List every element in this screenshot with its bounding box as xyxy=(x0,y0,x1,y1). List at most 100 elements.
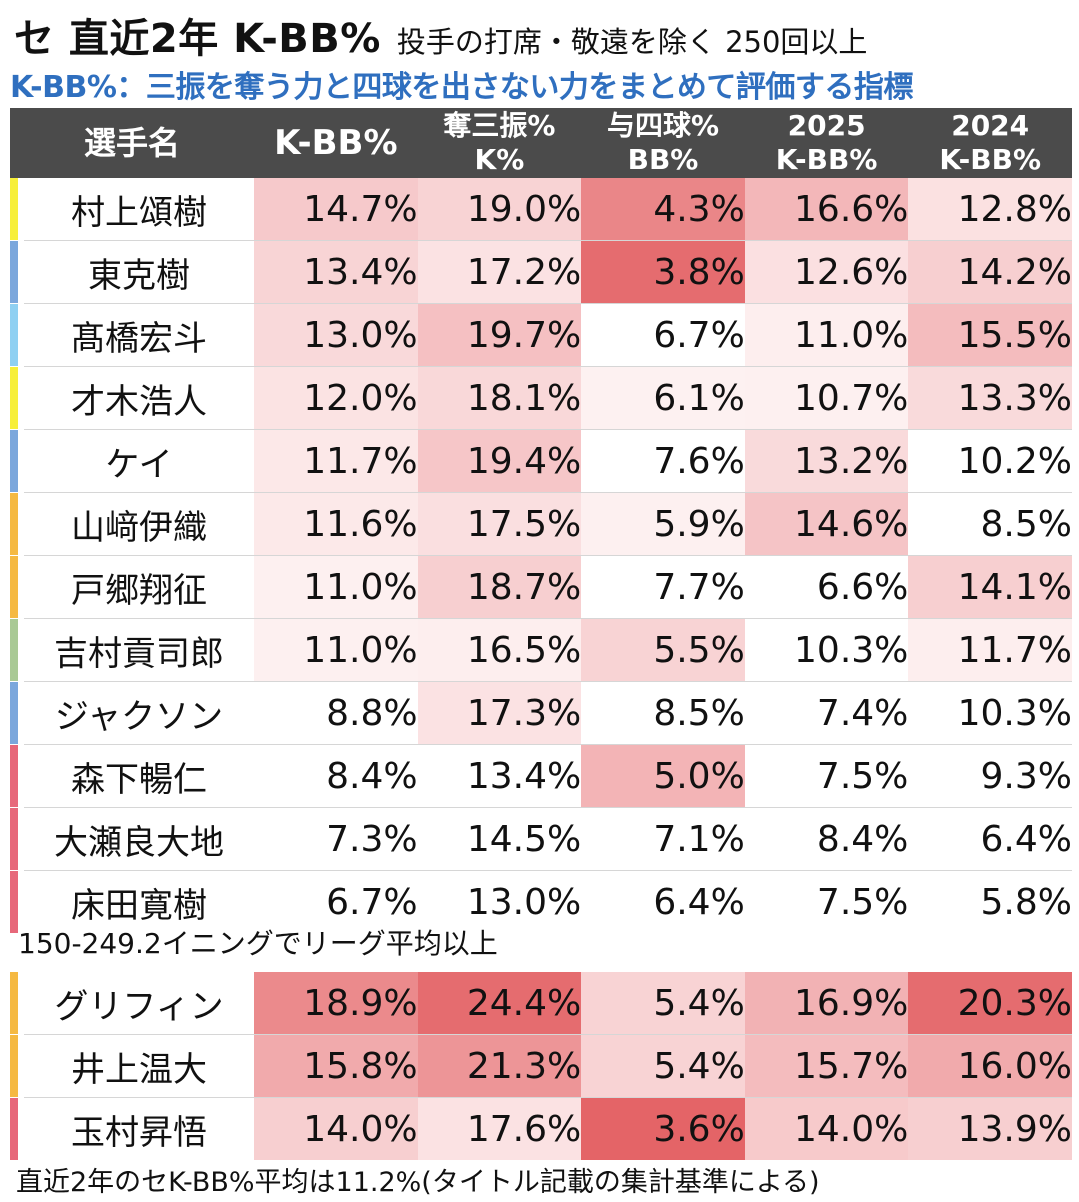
header-2025-line2: K-BB% xyxy=(775,143,878,176)
cell-kbb: 13.0% xyxy=(254,303,418,367)
player-name: 戸郷翔征 xyxy=(24,555,255,619)
cell-y2025: 13.2% xyxy=(744,429,909,493)
table-row: 髙橋宏斗 13.0% 19.7% 6.7% 11.0% 15.5% xyxy=(10,303,1072,367)
group2-body: グリフィン 18.9% 24.4% 5.4% 16.9% 20.3% 井上温大 15.8% 21… xyxy=(10,972,1072,1160)
cell-y2025: 12.6% xyxy=(744,240,909,304)
team-color-bar xyxy=(10,1035,18,1097)
team-color-bar xyxy=(10,619,18,681)
cell-kbb: 11.6% xyxy=(254,492,418,556)
page-subtitle: K-BB%：三振を奪う力と四球を出さない力をまとめて評価する指標 xyxy=(10,70,913,105)
player-name: 玉村昇悟 xyxy=(24,1097,254,1160)
cell-y2024: 13.3% xyxy=(908,366,1072,430)
team-color-marker xyxy=(10,808,24,871)
cell-k: 24.4% xyxy=(417,972,582,1035)
team-color-bar xyxy=(10,745,18,807)
title-row: セ 直近2年 K-BB% 投手の打席・敬遠を除く 250回以上 xyxy=(14,8,1069,64)
team-color-marker xyxy=(10,972,24,1035)
cell-bb: 5.0% xyxy=(581,744,745,808)
team-color-marker xyxy=(10,682,24,745)
player-name: 才木浩人 xyxy=(24,366,255,430)
cell-kbb: 6.7% xyxy=(254,870,418,933)
header-k-line2: K% xyxy=(474,143,525,176)
player-name: 村上頌樹 xyxy=(24,178,255,241)
header-2024: 2024 K-BB% xyxy=(908,108,1072,178)
table-row: 村上頌樹 14.7% 19.0% 4.3% 16.6% 12.8% xyxy=(10,178,1072,241)
team-color-marker xyxy=(10,367,24,430)
cell-kbb: 8.8% xyxy=(254,681,418,745)
header-bb: 与四球% BB% xyxy=(581,108,745,178)
cell-y2024: 12.8% xyxy=(908,178,1072,241)
team-color-bar xyxy=(10,367,18,429)
header-2025: 2025 K-BB% xyxy=(744,108,909,178)
cell-bb: 5.4% xyxy=(581,1034,745,1098)
table-row: 吉村貢司郎 11.0% 16.5% 5.5% 10.3% 11.7% xyxy=(10,618,1072,682)
cell-k: 13.4% xyxy=(417,744,582,808)
header-2024-line1: 2024 xyxy=(951,109,1030,142)
cell-kbb: 11.0% xyxy=(254,618,418,682)
team-color-marker xyxy=(10,1035,24,1098)
cell-kbb: 7.3% xyxy=(254,807,418,871)
player-name: 大瀬良大地 xyxy=(24,807,255,871)
cell-y2025: 7.5% xyxy=(744,744,909,808)
cell-k: 17.5% xyxy=(417,492,582,556)
team-color-bar xyxy=(10,1097,18,1160)
cell-y2025: 14.0% xyxy=(744,1097,909,1160)
table-row: グリフィン 18.9% 24.4% 5.4% 16.9% 20.3% xyxy=(10,972,1072,1035)
team-color-bar xyxy=(10,870,18,933)
cell-y2024: 13.9% xyxy=(908,1097,1072,1160)
cell-kbb: 11.7% xyxy=(254,429,418,493)
team-color-bar xyxy=(10,241,18,303)
team-color-bar xyxy=(10,430,18,492)
team-color-marker xyxy=(10,430,24,493)
header-bb-line1: 与四球% xyxy=(606,109,720,142)
cell-kbb: 15.8% xyxy=(254,1034,418,1098)
cell-k: 18.7% xyxy=(417,555,582,619)
cell-y2024: 9.3% xyxy=(908,744,1072,808)
cell-y2025: 10.3% xyxy=(744,618,909,682)
team-color-marker xyxy=(10,178,24,241)
cell-kbb: 14.7% xyxy=(254,178,418,241)
cell-bb: 5.5% xyxy=(581,618,745,682)
cell-bb: 6.1% xyxy=(581,366,745,430)
cell-k: 17.2% xyxy=(417,240,582,304)
cell-y2025: 15.7% xyxy=(744,1034,909,1098)
table-row: 才木浩人 12.0% 18.1% 6.1% 10.7% 13.3% xyxy=(10,366,1072,430)
cell-bb: 8.5% xyxy=(581,681,745,745)
cell-k: 17.6% xyxy=(417,1097,582,1160)
table-row: ケイ 11.7% 19.4% 7.6% 13.2% 10.2% xyxy=(10,429,1072,493)
header-k: 奪三振% K% xyxy=(417,108,582,178)
page-title: セ 直近2年 K-BB% xyxy=(14,16,381,62)
cell-bb: 6.7% xyxy=(581,303,745,367)
cell-bb: 7.6% xyxy=(581,429,745,493)
cell-bb: 5.4% xyxy=(581,972,745,1035)
cell-k: 14.5% xyxy=(417,807,582,871)
cell-y2025: 8.4% xyxy=(744,807,909,871)
player-name: 吉村貢司郎 xyxy=(24,618,255,682)
kbb-table-group2: グリフィン 18.9% 24.4% 5.4% 16.9% 20.3% 井上温大 15.8% 21… xyxy=(10,972,1072,1160)
team-color-marker xyxy=(10,241,24,304)
cell-y2025: 16.9% xyxy=(744,972,909,1035)
table-row: 森下暢仁 8.4% 13.4% 5.0% 7.5% 9.3% xyxy=(10,744,1072,808)
cell-y2024: 11.7% xyxy=(908,618,1072,682)
cell-y2024: 14.2% xyxy=(908,240,1072,304)
cell-k: 19.4% xyxy=(417,429,582,493)
kbb-table: 選手名 K-BB% 奪三振% K% 与四球% BB% 2025 K-BB% 20… xyxy=(10,108,1072,933)
table-header-row: 選手名 K-BB% 奪三振% K% 与四球% BB% 2025 K-BB% 20… xyxy=(10,108,1072,178)
team-color-bar xyxy=(10,304,18,366)
table-row: 東克樹 13.4% 17.2% 3.8% 12.6% 14.2% xyxy=(10,240,1072,304)
cell-k: 21.3% xyxy=(417,1034,582,1098)
player-name: ケイ xyxy=(24,429,255,493)
separator-note: 150-249.2イニングでリーグ平均以上 xyxy=(18,927,498,960)
cell-bb: 5.9% xyxy=(581,492,745,556)
team-color-marker xyxy=(10,493,24,556)
cell-y2024: 5.8% xyxy=(908,870,1072,933)
team-color-marker xyxy=(10,304,24,367)
cell-k: 19.0% xyxy=(417,178,582,241)
cell-y2024: 20.3% xyxy=(908,972,1072,1035)
cell-bb: 3.8% xyxy=(581,240,745,304)
team-color-marker xyxy=(10,556,24,619)
cell-y2025: 14.6% xyxy=(744,492,909,556)
cell-kbb: 12.0% xyxy=(254,366,418,430)
group1-body: 村上頌樹 14.7% 19.0% 4.3% 16.6% 12.8% 東克樹 13.4% 17.2… xyxy=(10,178,1072,933)
player-name: 井上温大 xyxy=(24,1034,254,1098)
